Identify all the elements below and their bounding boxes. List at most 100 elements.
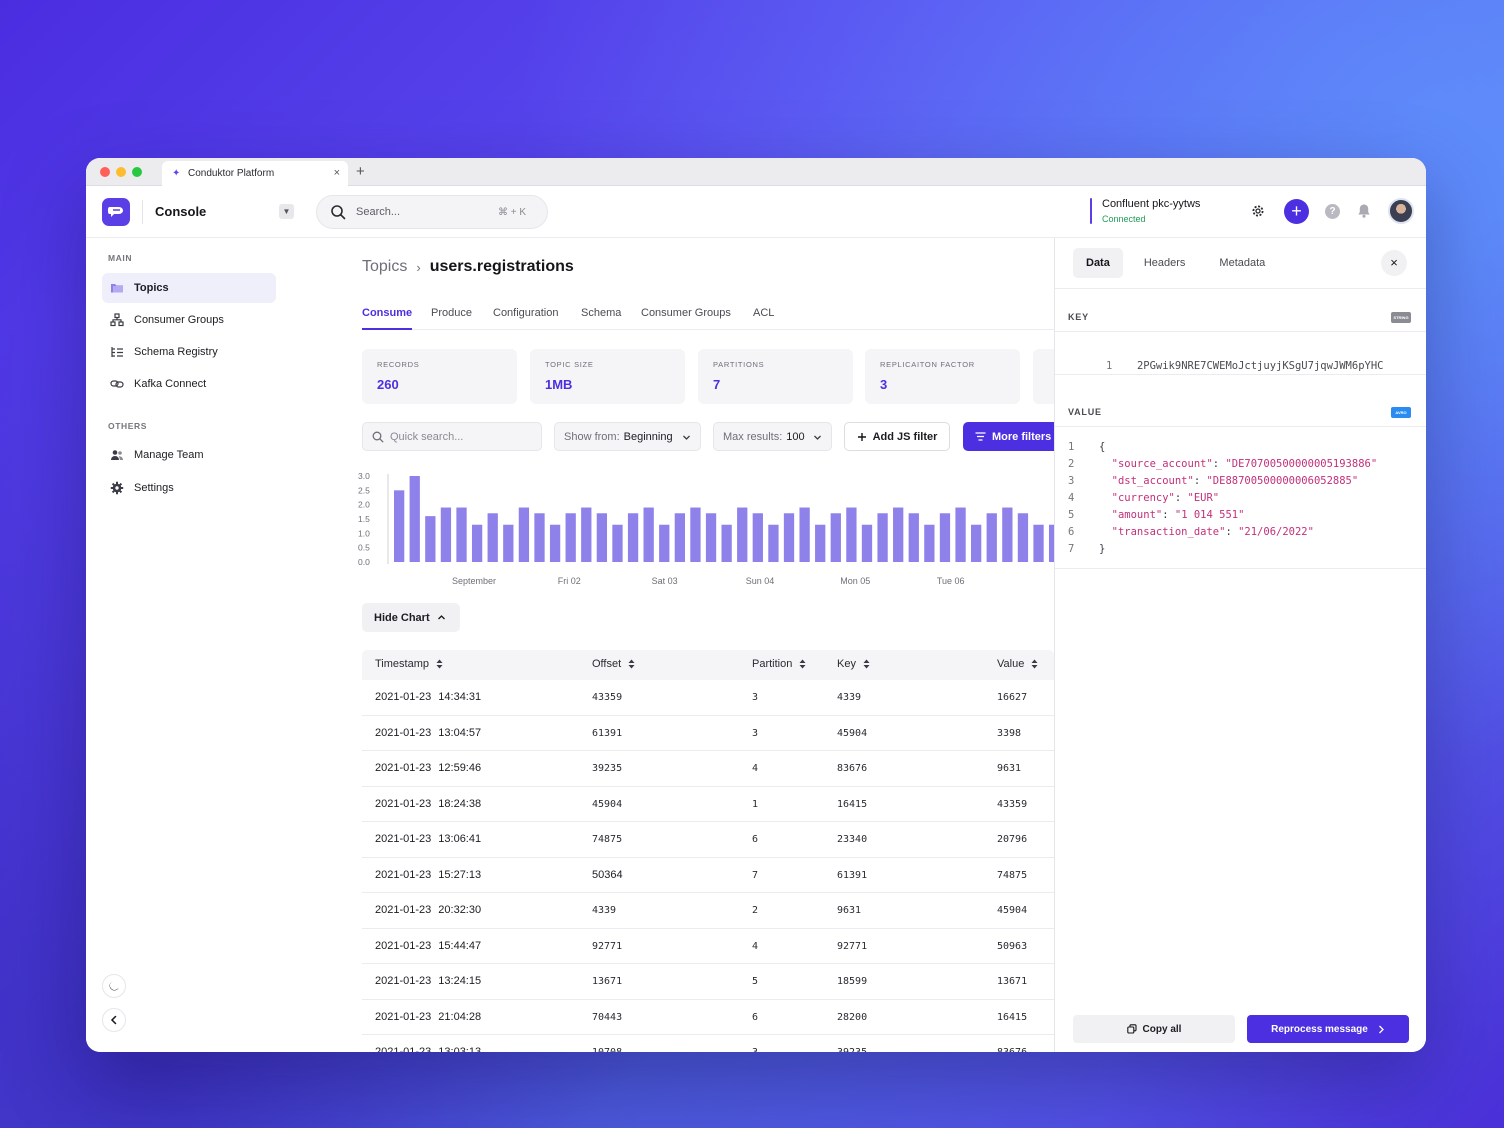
chart-bar[interactable] xyxy=(971,524,982,562)
chart-bar[interactable] xyxy=(986,513,997,562)
chart-bar[interactable] xyxy=(737,507,748,562)
chart-bar[interactable] xyxy=(471,524,483,562)
sidebar-item-kafka-connect[interactable]: Kafka Connect xyxy=(102,369,276,399)
create-button[interactable]: + xyxy=(1284,199,1309,224)
show-from-dropdown[interactable]: Show from: Beginning xyxy=(554,422,701,451)
sidebar-item-manage-team[interactable]: Manage Team xyxy=(102,440,276,470)
chart-bar[interactable] xyxy=(1048,524,1056,562)
max-results-dropdown[interactable]: Max results: 100 xyxy=(713,422,832,451)
quick-search[interactable] xyxy=(362,422,542,451)
chart-bar[interactable] xyxy=(674,513,685,562)
chart-bar[interactable] xyxy=(440,507,452,562)
chart-bar[interactable] xyxy=(581,507,592,562)
chart-bar[interactable] xyxy=(1033,524,1044,562)
column-header-value[interactable]: Value xyxy=(997,658,1038,670)
chart-bar[interactable] xyxy=(877,513,888,562)
chart-bar[interactable] xyxy=(612,524,623,562)
column-header-key[interactable]: Key xyxy=(837,658,870,670)
quick-search-input[interactable] xyxy=(390,430,530,443)
table-row[interactable]: 2021-01-23 13:03:13 10708 3 39235 83676 xyxy=(362,1035,1054,1052)
browser-tab[interactable]: ✦ Conduktor Platform × xyxy=(162,161,348,186)
chart-bar[interactable] xyxy=(643,507,654,562)
chart-bar[interactable] xyxy=(534,513,545,562)
chart-bar[interactable] xyxy=(799,507,810,562)
maximize-window-dot[interactable] xyxy=(132,167,142,177)
tab-consume[interactable]: Consume xyxy=(362,307,413,330)
conduktor-logo-icon[interactable] xyxy=(102,198,130,226)
close-panel-button[interactable]: × xyxy=(1381,250,1407,276)
collapse-sidebar-button[interactable] xyxy=(102,1008,126,1032)
column-header-partition[interactable]: Partition xyxy=(752,658,806,670)
cluster-name[interactable]: Confluent pkc-yytws xyxy=(1102,198,1201,210)
chart-bar[interactable] xyxy=(752,513,763,562)
sidebar-item-settings[interactable]: Settings xyxy=(102,473,276,503)
chart-bar[interactable] xyxy=(518,507,530,562)
tab-produce[interactable]: Produce xyxy=(431,307,472,319)
chart-bar[interactable] xyxy=(503,524,514,562)
chart-bar[interactable] xyxy=(846,507,857,562)
chart-bar[interactable] xyxy=(721,524,732,562)
add-js-filter-button[interactable]: Add JS filter xyxy=(844,422,950,451)
tab-schema[interactable]: Schema xyxy=(581,307,622,319)
global-search-input[interactable] xyxy=(356,206,486,218)
breadcrumb-topics-link[interactable]: Topics xyxy=(362,258,408,275)
sidebar-item-schema-registry[interactable]: Schema Registry xyxy=(102,337,276,367)
chart-bar[interactable] xyxy=(939,513,951,562)
new-tab-button[interactable]: + xyxy=(356,163,365,180)
tab-acl[interactable]: ACL xyxy=(753,307,775,319)
chart-bar[interactable] xyxy=(425,516,436,562)
sidebar-item-consumer-groups[interactable]: Consumer Groups xyxy=(102,305,276,335)
dark-mode-toggle[interactable] xyxy=(102,974,126,998)
chart-bar[interactable] xyxy=(690,507,701,562)
column-header-timestamp[interactable]: Timestamp xyxy=(375,658,443,670)
sidebar-item-topics[interactable]: Topics xyxy=(102,273,276,303)
reprocess-message-button[interactable]: Reprocess message xyxy=(1247,1015,1409,1043)
app-switcher-chevron-icon[interactable]: ▼ xyxy=(279,204,294,219)
chart-bar[interactable] xyxy=(924,524,935,562)
chart-bar[interactable] xyxy=(487,513,498,562)
chart-bar[interactable] xyxy=(1017,513,1029,562)
cluster-settings-gear-icon[interactable] xyxy=(1251,204,1265,218)
tab-consumer-groups[interactable]: Consumer Groups xyxy=(641,307,731,319)
chart-bar[interactable] xyxy=(893,507,904,562)
chart-bar[interactable] xyxy=(783,513,795,562)
chart-bar[interactable] xyxy=(409,476,420,562)
tab-configuration[interactable]: Configuration xyxy=(493,307,559,319)
chart-bar[interactable] xyxy=(705,513,717,562)
table-row[interactable]: 2021-01-23 18:24:38 45904 1 16415 43359 xyxy=(362,787,1054,822)
hide-chart-button[interactable]: Hide Chart xyxy=(362,603,460,632)
chart-bar[interactable] xyxy=(1002,507,1013,562)
chart-bar[interactable] xyxy=(659,524,670,562)
chart-bar[interactable] xyxy=(861,524,873,562)
chart-bar[interactable] xyxy=(830,513,841,562)
table-row[interactable]: 2021-01-23 14:34:31 43359 3 4339 16627 xyxy=(362,680,1054,716)
table-row[interactable]: 2021-01-23 15:27:13 50364 7 61391 74875 xyxy=(362,858,1054,893)
table-row[interactable]: 2021-01-23 15:44:47 92771 4 92771 50963 xyxy=(362,929,1054,964)
chart-bar[interactable] xyxy=(394,490,405,562)
table-row[interactable]: 2021-01-23 20:32:30 4339 2 9631 45904 xyxy=(362,893,1054,929)
table-row[interactable]: 2021-01-23 21:04:28 70443 6 28200 16415 xyxy=(362,1000,1054,1035)
table-row[interactable]: 2021-01-23 13:06:41 74875 6 23340 20796 xyxy=(362,822,1054,858)
chart-bar[interactable] xyxy=(627,513,639,562)
chart-bar[interactable] xyxy=(955,507,966,562)
column-header-offset[interactable]: Offset xyxy=(592,658,635,670)
chart-bar[interactable] xyxy=(565,513,576,562)
chart-bar[interactable] xyxy=(768,524,779,562)
chart-bar[interactable] xyxy=(908,513,919,562)
copy-all-button[interactable]: Copy all xyxy=(1073,1015,1235,1043)
tab-close-icon[interactable]: × xyxy=(333,167,340,179)
more-filters-button[interactable]: More filters xyxy=(963,422,1059,451)
global-search[interactable]: ⌘ + K xyxy=(316,195,548,229)
chart-bar[interactable] xyxy=(456,507,467,562)
panel-tab-headers[interactable]: Headers xyxy=(1143,257,1186,269)
chart-bar[interactable] xyxy=(815,524,826,562)
table-row[interactable]: 2021-01-23 12:59:46 39235 4 83676 9631 xyxy=(362,751,1054,787)
notifications-bell-icon[interactable] xyxy=(1356,203,1372,219)
help-icon[interactable]: ? xyxy=(1325,204,1340,219)
minimize-window-dot[interactable] xyxy=(116,167,126,177)
close-window-dot[interactable] xyxy=(100,167,110,177)
table-row[interactable]: 2021-01-23 13:04:57 61391 3 45904 3398 xyxy=(362,716,1054,751)
table-row[interactable]: 2021-01-23 13:24:15 13671 5 18599 13671 xyxy=(362,964,1054,1000)
chart-bar[interactable] xyxy=(596,513,608,562)
panel-tab-data[interactable]: Data xyxy=(1073,248,1123,278)
